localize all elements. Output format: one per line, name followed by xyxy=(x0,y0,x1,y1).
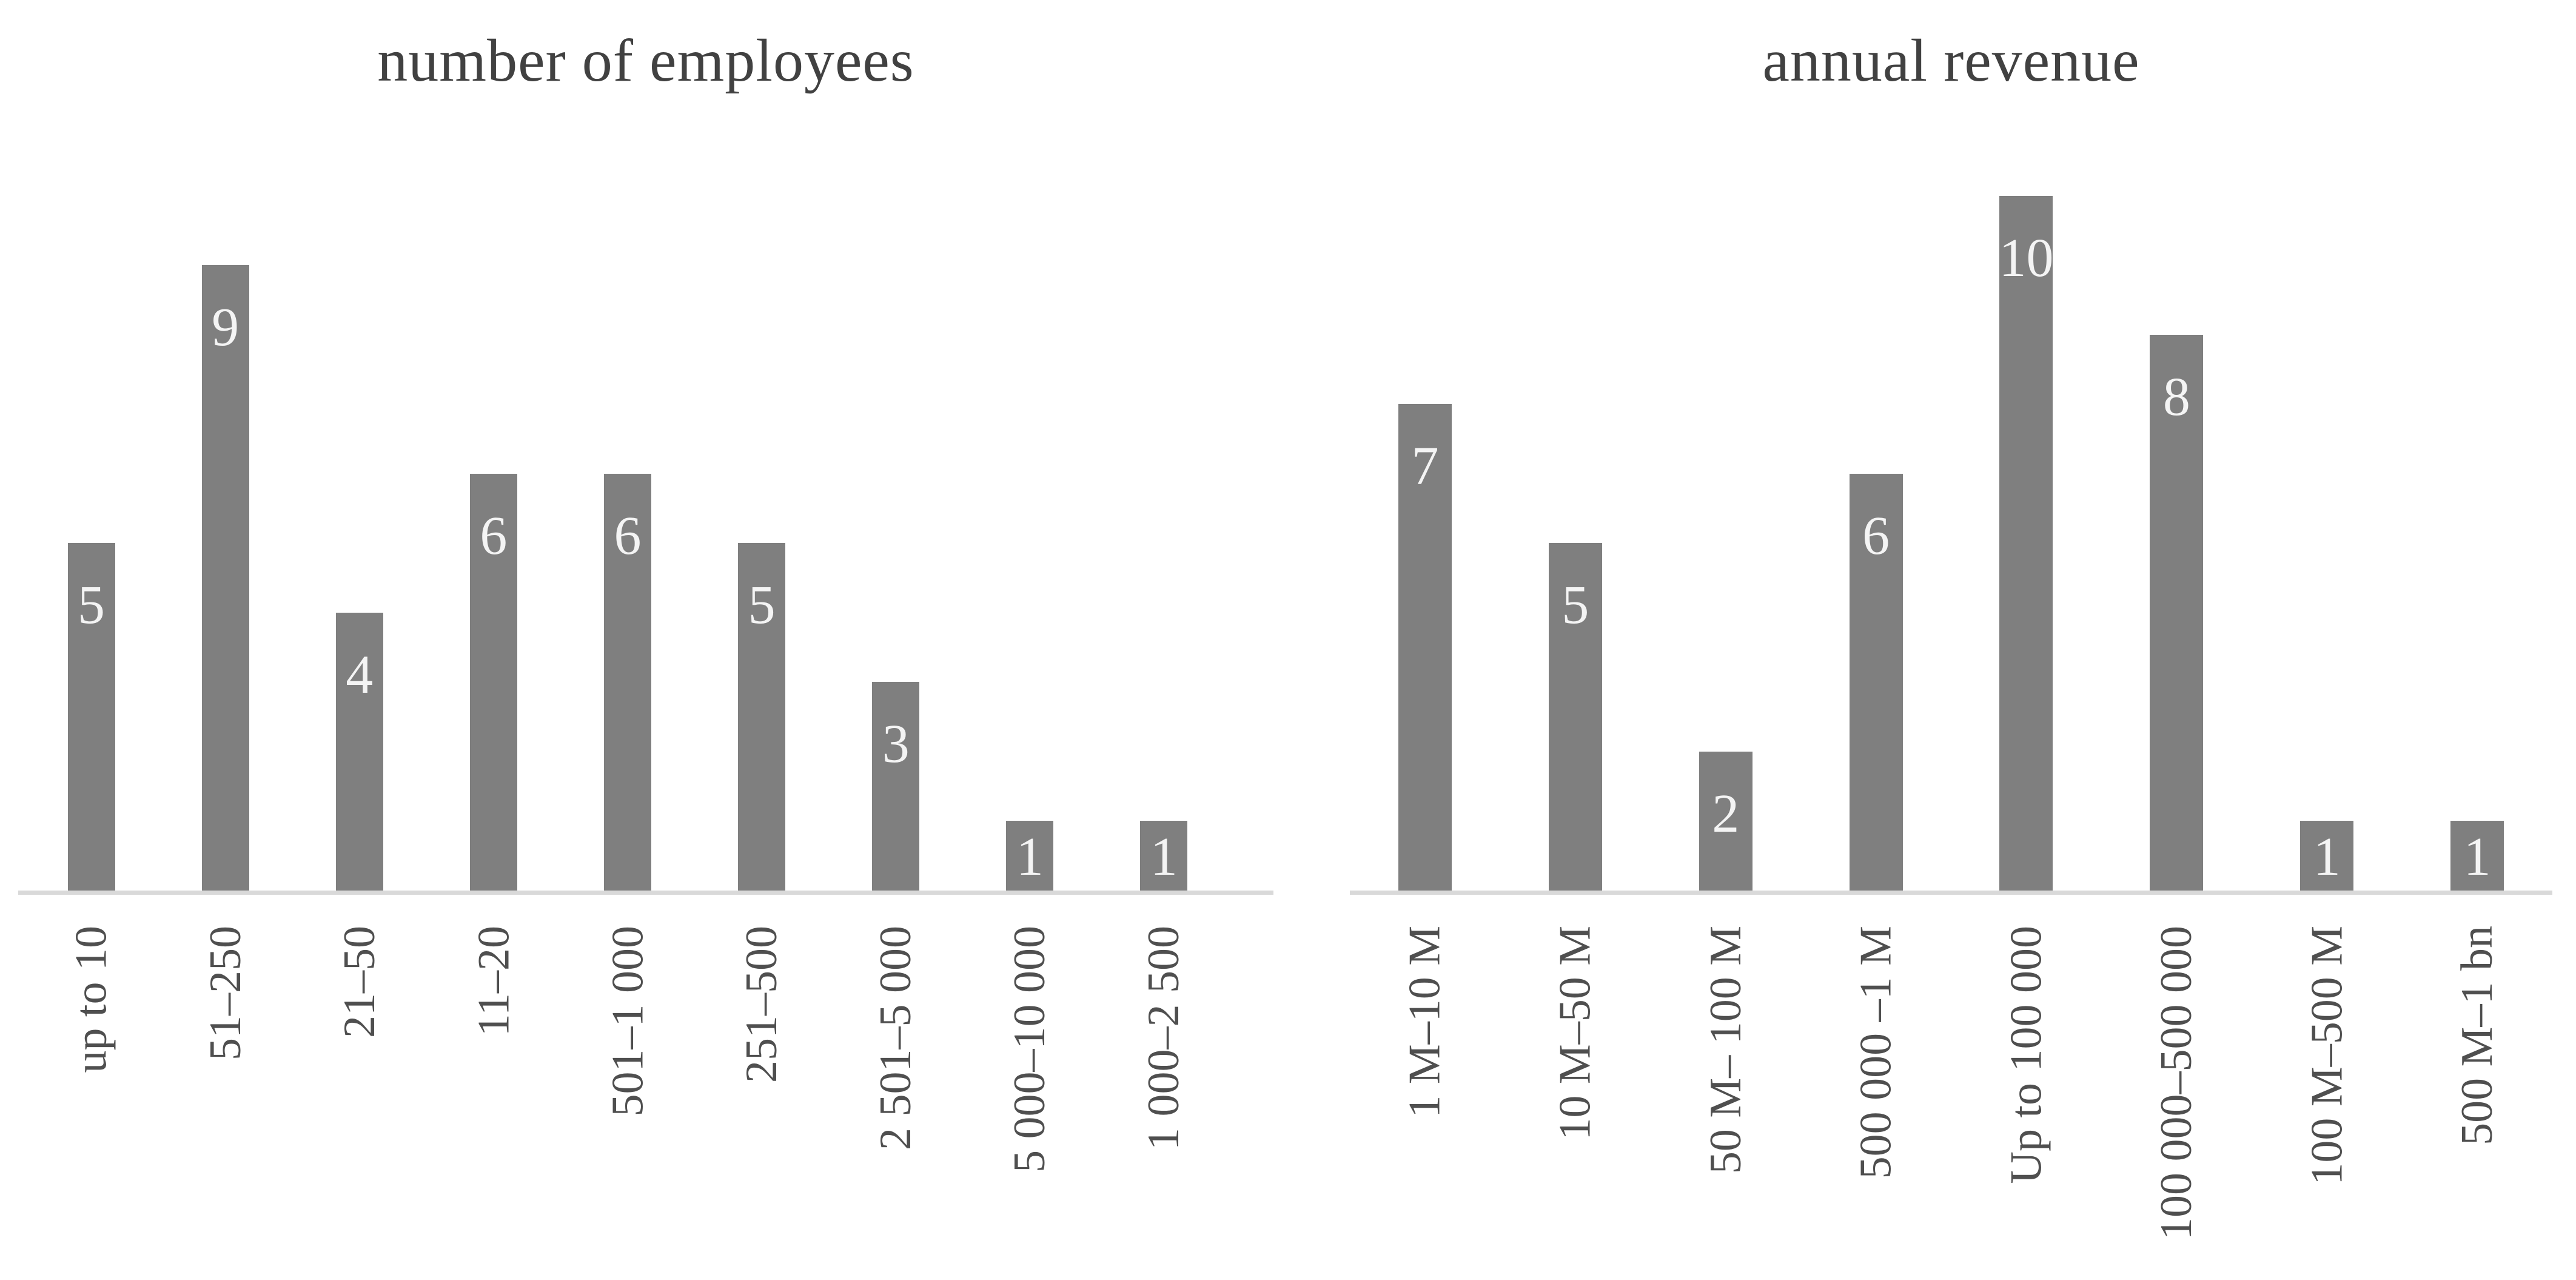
category-slot: 6 11–20 xyxy=(426,0,560,1280)
category-slot: 5 up to 10 xyxy=(24,0,158,1280)
bar: 4 xyxy=(335,613,383,891)
bar-value-label: 1 xyxy=(1150,827,1178,887)
x-axis-category-label: 500 M–1 bn xyxy=(2452,926,2503,1145)
x-axis-category-label: 51–250 xyxy=(200,926,250,1060)
category-slot: 1 100 M–500 M xyxy=(2252,0,2402,1280)
revenue-bar-chart: annual revenue 7 1 M–10 M 5 10 M–50 M 2 50 M–… xyxy=(1350,0,2552,1280)
x-axis-category-label: 1 M–10 M xyxy=(1400,926,1450,1118)
bar: 8 xyxy=(2150,335,2204,891)
bar: 1 xyxy=(2300,821,2354,891)
bar: 6 xyxy=(469,474,517,891)
bar: 10 xyxy=(1999,196,2053,891)
x-axis-category-label: 10 M–50 M xyxy=(1550,926,1600,1140)
bar: 3 xyxy=(872,682,920,891)
employees-bar-chart: number of employees 5 up to 10 9 51–250 4 21–… xyxy=(18,0,1273,1280)
category-slot: 1 1 000–2 500 xyxy=(1097,0,1231,1280)
x-axis-category-label: 5 000–10 000 xyxy=(1005,926,1055,1173)
bar: 7 xyxy=(1398,404,1452,891)
employees-chart-title: number of employees xyxy=(377,27,914,94)
bar: 2 xyxy=(1699,752,1753,891)
category-slot: 3 2 501–5 000 xyxy=(829,0,963,1280)
bar-value-label: 5 xyxy=(748,575,776,635)
bar: 5 xyxy=(738,543,786,891)
bar-value-label: 6 xyxy=(480,506,508,566)
x-axis-category-label: 50 M– 100 M xyxy=(1700,926,1751,1174)
x-axis-category-label: 1 000–2 500 xyxy=(1139,926,1189,1150)
category-slot: 8 100 000–500 000 xyxy=(2101,0,2252,1280)
bar-value-label: 1 xyxy=(2463,827,2491,887)
category-slot: 4 21–50 xyxy=(292,0,426,1280)
x-axis-category-label: Up to 100 000 xyxy=(2001,926,2051,1184)
bar-value-label: 6 xyxy=(614,506,642,566)
x-axis-category-label: 251–500 xyxy=(737,926,787,1083)
employees-plot-area: 5 up to 10 9 51–250 4 21–50 6 11–20 6 501–1 000 5 2… xyxy=(24,0,1231,1280)
category-slot: 7 1 M–10 M xyxy=(1350,0,1500,1280)
employees-x-axis-line xyxy=(18,891,1273,895)
revenue-chart-title: annual revenue xyxy=(1762,27,2140,94)
category-slot: 6 501–1 000 xyxy=(560,0,694,1280)
bar-value-label: 9 xyxy=(212,297,240,357)
x-axis-category-label: 11–20 xyxy=(468,926,518,1037)
revenue-plot-area: 7 1 M–10 M 5 10 M–50 M 2 50 M– 100 M 6 500 000 … xyxy=(1350,0,2552,1280)
bar: 9 xyxy=(201,265,249,891)
bar-value-label: 5 xyxy=(1561,575,1589,635)
category-slot: 1 5 000–10 000 xyxy=(963,0,1097,1280)
x-axis-category-label: 100 M–500 M xyxy=(2302,926,2352,1185)
bar-value-label: 3 xyxy=(882,714,910,774)
bar-value-label: 1 xyxy=(1016,827,1044,887)
bar-value-label: 10 xyxy=(1999,228,2054,288)
category-slot: 10 Up to 100 000 xyxy=(1951,0,2102,1280)
x-axis-category-label: 2 501–5 000 xyxy=(871,926,921,1150)
category-slot: 9 51–250 xyxy=(158,0,292,1280)
bar-value-label: 6 xyxy=(1862,506,1890,566)
bar: 1 xyxy=(2450,821,2504,891)
bar: 1 xyxy=(1006,821,1054,891)
category-slot: 2 50 M– 100 M xyxy=(1651,0,1801,1280)
bar: 6 xyxy=(603,474,651,891)
revenue-x-axis-line xyxy=(1350,891,2552,895)
bar-value-label: 4 xyxy=(346,645,374,705)
bar: 5 xyxy=(67,543,115,891)
x-axis-category-label: 21–50 xyxy=(334,926,384,1038)
category-slot: 6 500 000 –1 M xyxy=(1801,0,1951,1280)
category-slot: 1 500 M–1 bn xyxy=(2402,0,2552,1280)
x-axis-category-label: 500 000 –1 M xyxy=(1851,926,1901,1179)
bar-value-label: 2 xyxy=(1712,784,1740,844)
bar: 5 xyxy=(1548,543,1602,891)
x-axis-category-label: 501–1 000 xyxy=(603,926,652,1117)
bar-value-label: 1 xyxy=(2313,827,2341,887)
x-axis-category-label: 100 000–500 000 xyxy=(2152,926,2202,1240)
bar-value-label: 8 xyxy=(2162,367,2190,427)
category-slot: 5 251–500 xyxy=(695,0,829,1280)
bar-value-label: 5 xyxy=(78,575,106,635)
bar-value-label: 7 xyxy=(1411,436,1439,496)
bar: 1 xyxy=(1140,821,1188,891)
category-slot: 5 10 M–50 M xyxy=(1500,0,1651,1280)
x-axis-category-label: up to 10 xyxy=(66,926,116,1073)
bar: 6 xyxy=(1849,474,1903,891)
